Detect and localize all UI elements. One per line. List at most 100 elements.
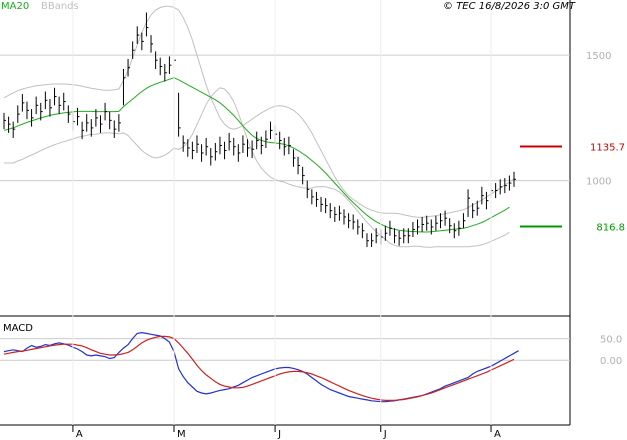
- price-bars: [3, 12, 516, 248]
- legend-bbands-label: BBands: [41, 1, 79, 12]
- macd-panel: 50.0 0.00: [0, 316, 622, 426]
- price-bar: [159, 57, 163, 76]
- price-bar: [219, 136, 222, 155]
- price-bar: [118, 114, 121, 132]
- price-bar: [40, 102, 43, 121]
- price-bar: [306, 180, 310, 199]
- price-bar: [430, 219, 434, 235]
- price-bar: [122, 68, 126, 106]
- price-bar: [242, 135, 245, 153]
- price-bar: [104, 102, 108, 121]
- price-bar: [256, 131, 259, 150]
- price-bar: [145, 12, 149, 37]
- price-bar: [311, 189, 314, 205]
- price-bar: [453, 223, 457, 239]
- price-bar: [237, 144, 241, 162]
- macd-series-line: [3, 331, 519, 403]
- price-bar: [412, 221, 415, 237]
- price-bar: [508, 175, 512, 191]
- price-bar: [288, 136, 291, 155]
- price-bar: [90, 119, 94, 137]
- price-bar: [357, 219, 360, 235]
- price-bar: [444, 210, 448, 226]
- price-bar: [334, 206, 337, 222]
- price-bar: [44, 91, 48, 110]
- signal-series-line: [3, 335, 515, 401]
- price-bar: [127, 58, 131, 77]
- macd-lines: [3, 331, 519, 403]
- price-bar: [407, 228, 411, 244]
- price-bar: [462, 213, 466, 229]
- bollinger-bands: [3, 5, 515, 248]
- price-bar: [12, 121, 16, 138]
- price-bar: [371, 233, 374, 248]
- price-bar: [113, 120, 117, 138]
- price-bar: [458, 220, 461, 236]
- price-bar: [201, 144, 204, 162]
- price-bar: [320, 196, 324, 212]
- price-bar: [504, 178, 507, 194]
- price-bar: [8, 116, 11, 133]
- price-bar: [476, 200, 480, 216]
- bb-upper-line: [3, 5, 515, 218]
- price-tick-label: 1000: [586, 177, 611, 188]
- price-bar: [205, 137, 209, 156]
- price-bar: [251, 140, 255, 158]
- price-bar: [109, 111, 112, 130]
- price-bar: [77, 107, 80, 126]
- price-bar: [325, 198, 328, 214]
- price-bar: [302, 166, 305, 185]
- price-tick-labels: 1500 1000: [586, 51, 611, 187]
- price-bar: [155, 51, 158, 69]
- x-tick-label: J: [277, 429, 281, 440]
- price-bar: [187, 139, 190, 157]
- price-bar: [417, 219, 420, 235]
- price-bar: [384, 225, 388, 241]
- price-bar: [3, 112, 6, 130]
- price-bar: [233, 137, 236, 156]
- price-bar: [132, 41, 135, 59]
- price-bar: [485, 191, 489, 210]
- macd-grid: [0, 338, 570, 361]
- price-bar: [67, 105, 71, 123]
- price-grid: [0, 54, 570, 182]
- copyright-text: © TEC 16/8/2026 3:0 GMT: [443, 1, 576, 12]
- price-bar: [361, 223, 365, 239]
- price-bar: [398, 230, 402, 246]
- support-label: 816.8: [596, 223, 625, 234]
- support-resistance-levels: 1135.7 816.8: [520, 143, 625, 234]
- price-panel: 1135.7 816.8 1500 1000: [0, 0, 625, 317]
- resistance-label: 1135.7: [590, 143, 625, 154]
- price-bar: [58, 96, 62, 115]
- ma20-line: [3, 77, 510, 233]
- price-bar: [214, 142, 218, 161]
- price-bar: [329, 203, 333, 219]
- price-bar: [439, 213, 443, 229]
- price-bar: [21, 94, 25, 112]
- x-tick-label: A: [76, 429, 83, 440]
- price-bar: [17, 105, 20, 123]
- ma20-polyline: [3, 77, 510, 233]
- price-bar: [178, 92, 181, 137]
- price-bar: [499, 179, 503, 195]
- x-tick-label: M: [177, 429, 186, 440]
- price-bar: [95, 109, 98, 127]
- price-bar: [141, 32, 144, 51]
- price-bar: [292, 149, 296, 167]
- price-bar: [481, 186, 484, 205]
- price-bar: [421, 216, 425, 232]
- macd-panel-title: MACD: [3, 323, 33, 334]
- price-bar: [182, 135, 186, 152]
- price-bar: [164, 63, 167, 82]
- price-bar: [136, 26, 140, 44]
- price-bar: [228, 132, 232, 151]
- price-bar: [86, 114, 89, 132]
- price-bar: [247, 139, 250, 157]
- price-bar: [168, 56, 172, 74]
- price-tick-label: 1500: [586, 51, 611, 62]
- price-bar: [35, 96, 39, 115]
- price-bar: [54, 87, 57, 106]
- price-bar: [403, 228, 406, 244]
- price-bar: [352, 214, 356, 230]
